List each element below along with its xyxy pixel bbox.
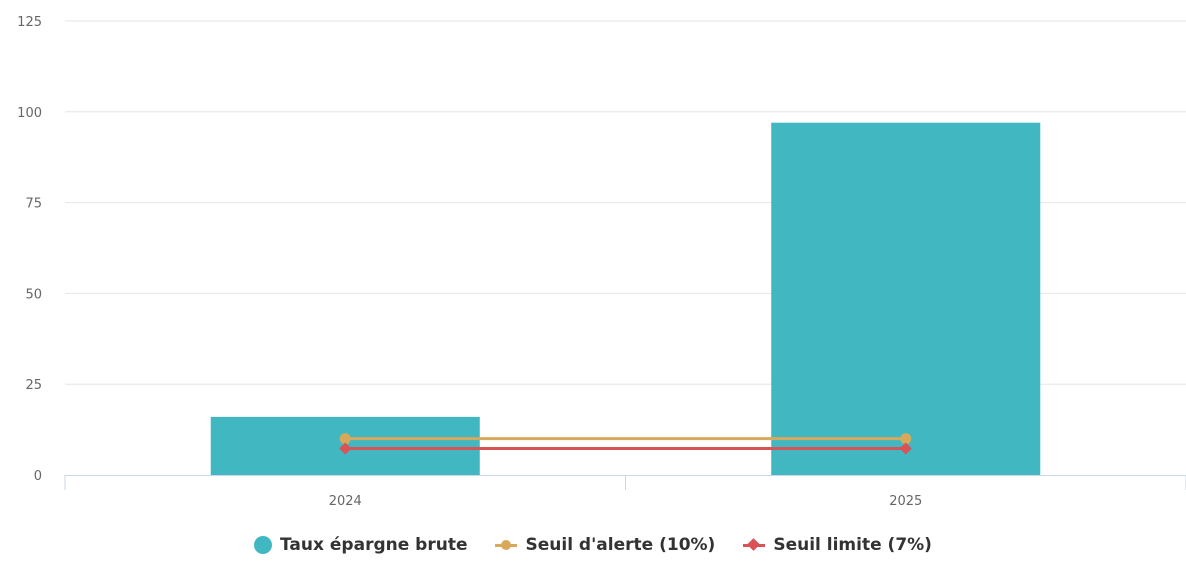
legend: Taux épargne brute Seuil d'alerte (10%) … (0, 535, 1186, 555)
chart: 0 25 50 75 100 125 2024 2025 (17, 15, 1186, 509)
x-tick-label: 2025 (889, 494, 922, 509)
legend-item-bar[interactable]: Taux épargne brute (254, 535, 467, 555)
series-point (899, 442, 912, 455)
legend-label-alert: Seuil d'alerte (10%) (525, 535, 716, 555)
y-tick-label: 25 (25, 378, 42, 393)
y-axis: 0 25 50 75 100 125 (17, 15, 42, 484)
y-tick-label: 50 (25, 287, 42, 302)
legend-item-alert[interactable]: Seuil d'alerte (10%) (495, 535, 715, 555)
series-point (339, 442, 352, 455)
x-axis: 2024 2025 (64, 475, 1186, 509)
y-tick-label: 100 (17, 106, 42, 121)
legend-label-bar: Taux épargne brute (280, 535, 468, 555)
legend-bar-swatch (254, 536, 273, 554)
legend-label-limit: Seuil limite (7%) (773, 535, 932, 555)
series-point (339, 433, 351, 445)
y-tick-label: 125 (17, 15, 42, 30)
bar-series (210, 122, 1041, 476)
bar (771, 122, 1041, 476)
threshold-lines (339, 433, 912, 455)
legend-limit-swatch (743, 536, 766, 554)
legend-alert-swatch (495, 536, 518, 554)
y-tick-label: 0 (34, 469, 42, 484)
y-tick-label: 75 (25, 197, 42, 212)
series-point (900, 433, 912, 445)
legend-item-limit[interactable]: Seuil limite (7%) (743, 535, 932, 555)
x-tick-label: 2024 (329, 494, 362, 509)
